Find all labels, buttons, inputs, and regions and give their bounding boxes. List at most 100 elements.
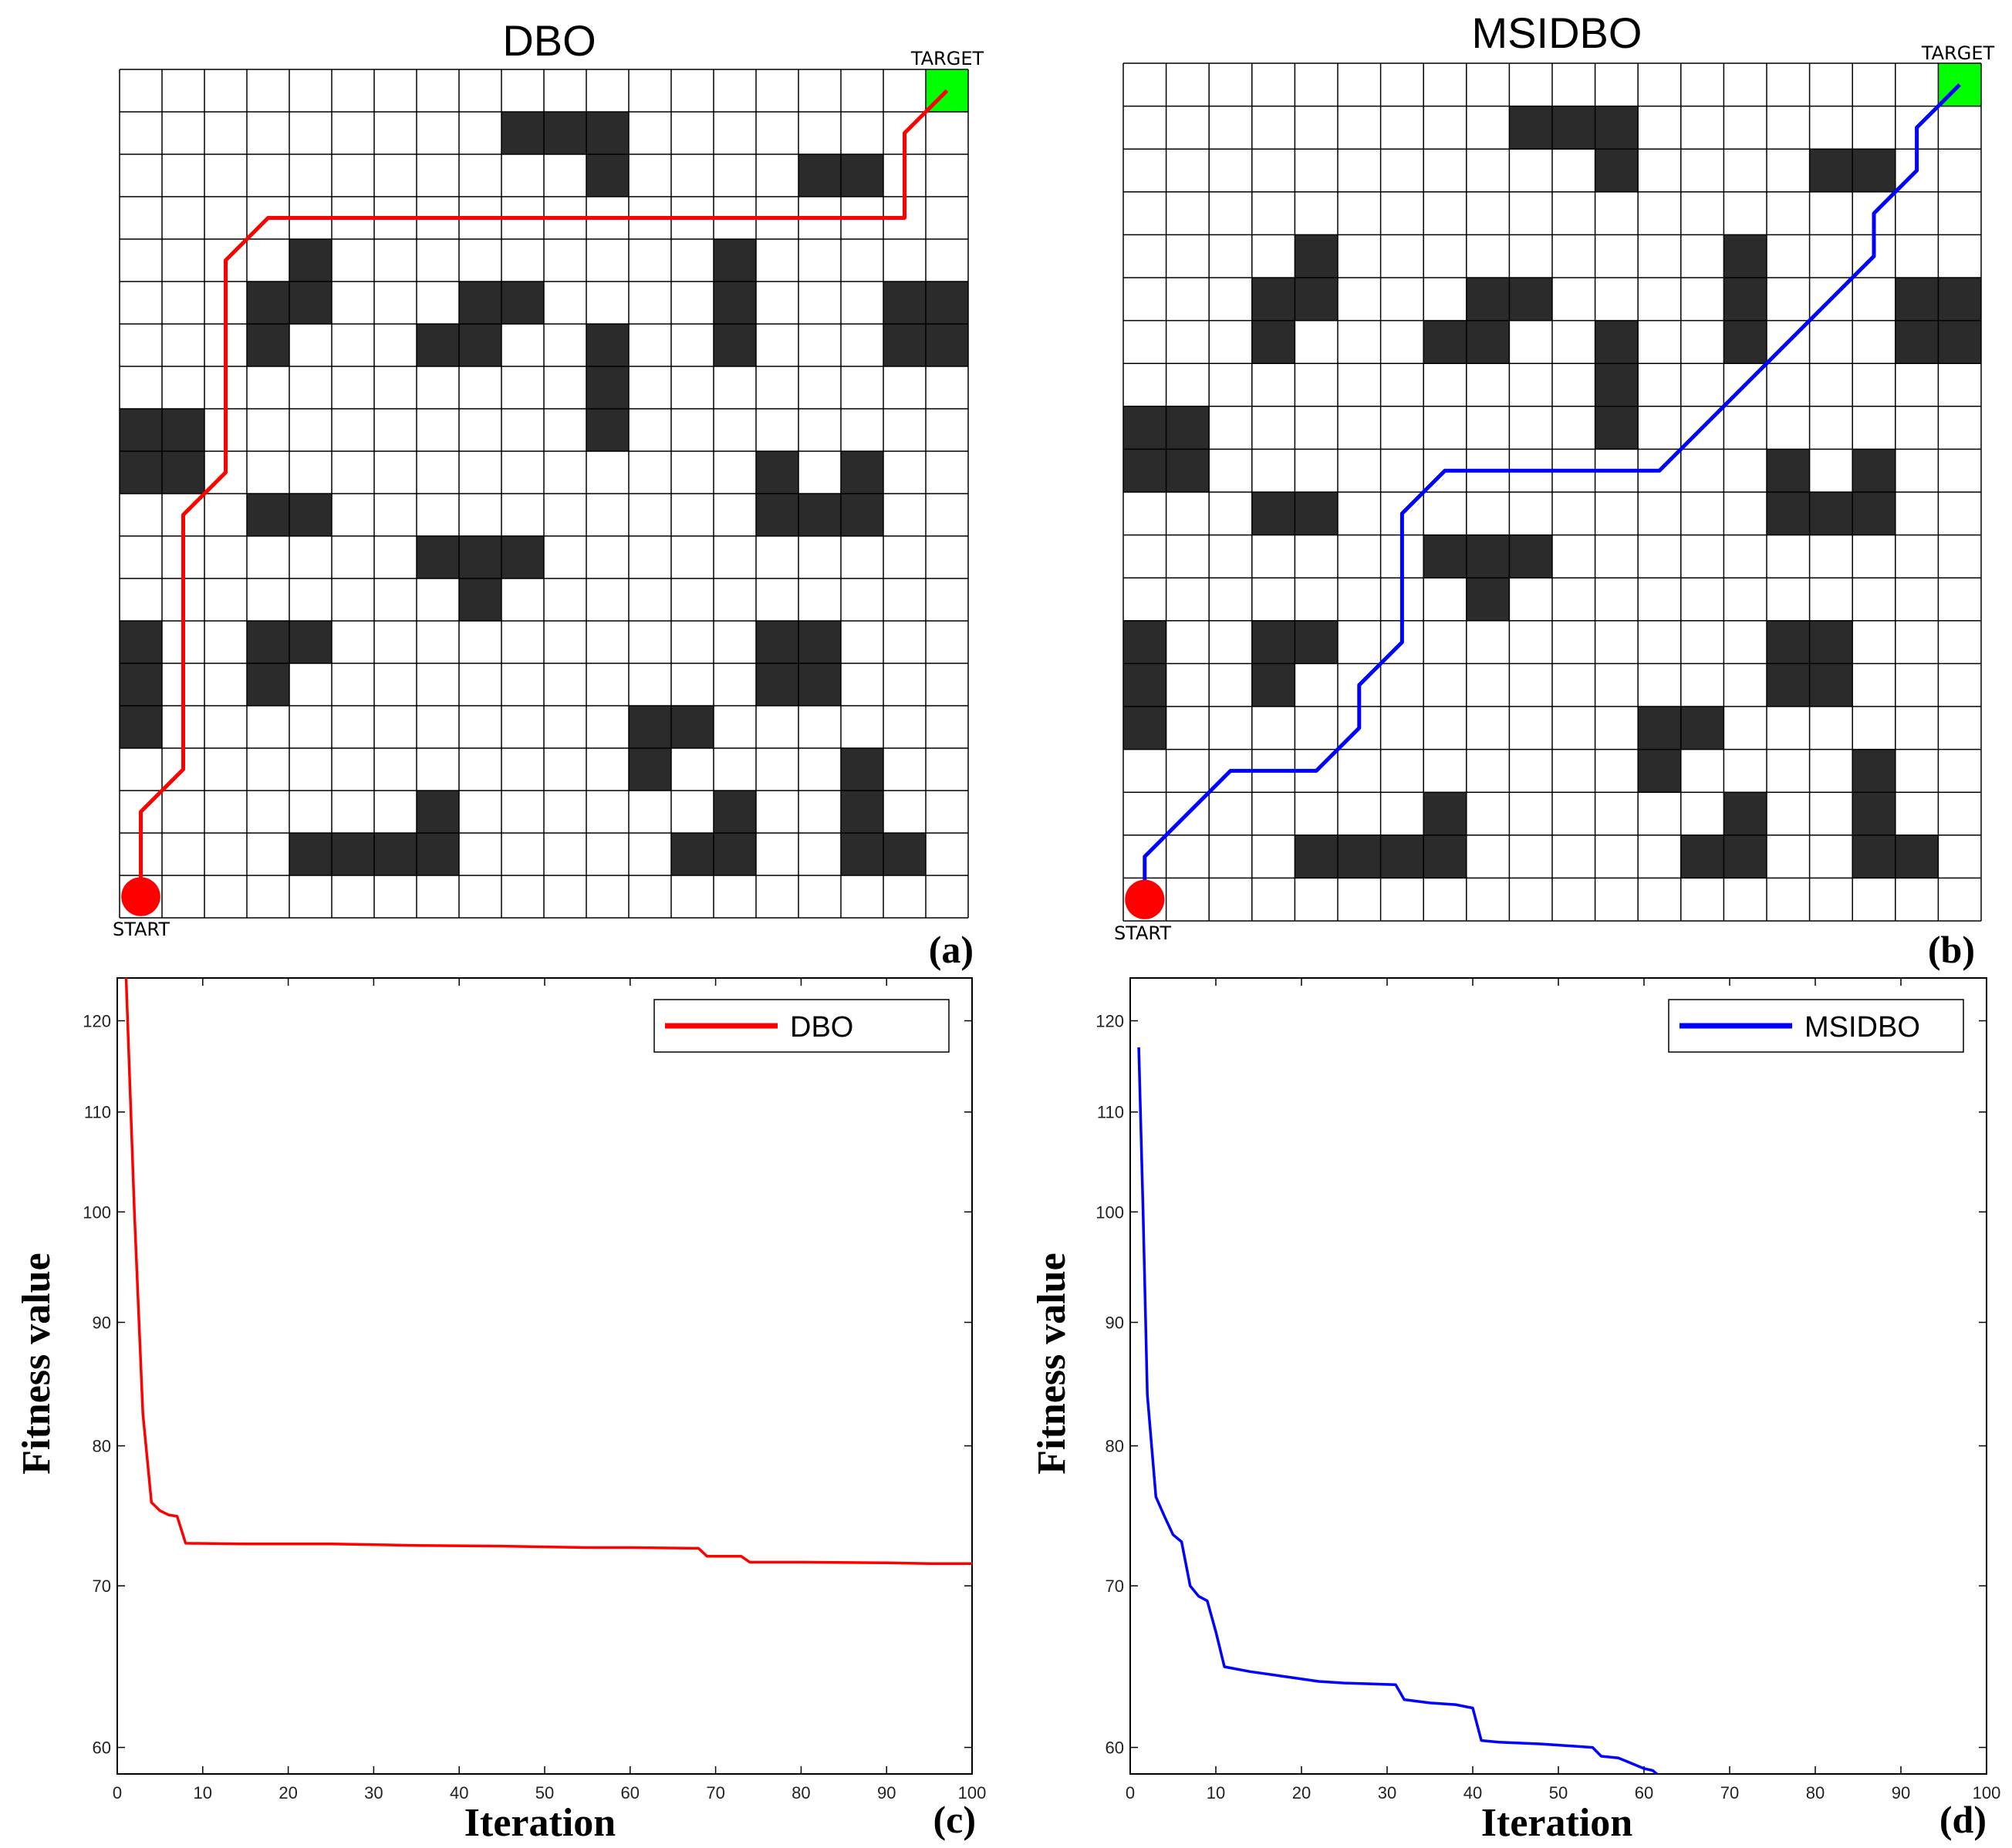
obstacle-cell — [247, 282, 289, 324]
obstacle-cell — [756, 663, 798, 706]
obstacle-cell — [1295, 620, 1338, 664]
x-tick-label: 10 — [1207, 1783, 1225, 1802]
x-tick-label: 10 — [194, 1783, 212, 1802]
obstacle-cell — [841, 154, 883, 197]
x-axis-title-d: Iteration — [1481, 1801, 1632, 1845]
x-tick-label: 100 — [958, 1783, 987, 1802]
panel-label-d: (d) — [1939, 1798, 1987, 1841]
obstacle-cell — [1123, 449, 1166, 492]
obstacle-cell — [586, 409, 629, 451]
obstacle-cell — [1723, 320, 1767, 364]
obstacle-cell — [417, 833, 459, 875]
grid-title-dbo: DBO — [502, 16, 596, 65]
obstacle-cell — [1767, 492, 1810, 535]
obstacle-cell — [798, 663, 841, 706]
obstacle-cell — [1466, 320, 1510, 364]
grid-title-msidbo: MSIDBO — [1472, 8, 1642, 57]
panel-d-msidbo-convergence: 0 10 20 30 40 50 60 70 80 90 100 60 70 80 90 100 110 120 M… — [1030, 977, 2000, 1845]
obstacle-cell — [586, 112, 629, 154]
obstacle-cell — [798, 621, 841, 663]
obstacle-cell — [1852, 149, 1896, 192]
x-tick-label: 60 — [621, 1783, 640, 1802]
x-tick-label: 50 — [535, 1783, 554, 1802]
x-tick-label: 90 — [1892, 1783, 1910, 1802]
obstacle-cell — [1852, 492, 1896, 535]
path-line — [1143, 83, 1961, 900]
obstacle-cell — [289, 239, 332, 282]
obstacle-cell — [247, 663, 289, 706]
y-tick-label: 90 — [93, 1313, 111, 1332]
obstacle-cell — [1723, 792, 1767, 835]
y-tick-label: 60 — [1106, 1738, 1124, 1758]
obstacle-cell — [120, 706, 162, 748]
obstacle-cell — [501, 536, 544, 578]
obstacle-cell — [841, 748, 883, 791]
obstacle-cell — [841, 494, 883, 536]
obstacle-cell — [1466, 535, 1510, 578]
obstacle-cell — [459, 536, 501, 578]
x-tick-label: 80 — [792, 1783, 810, 1802]
obstacle-cell — [756, 451, 798, 494]
obstacle-cell — [1295, 835, 1338, 878]
obstacle-cell — [1166, 449, 1210, 492]
obstacle-cell — [459, 324, 501, 366]
y-tick-label: 110 — [1097, 1103, 1124, 1122]
obstacle-cell — [1809, 149, 1853, 192]
obstacle-cell — [1423, 320, 1467, 364]
x-tick-label: 20 — [1292, 1783, 1311, 1802]
obstacle-cell — [544, 112, 586, 154]
obstacle-cell — [1251, 492, 1295, 535]
obstacle-cell — [1723, 835, 1767, 878]
obstacle-cell — [756, 621, 798, 663]
panel-label-c: (c) — [933, 1798, 977, 1841]
obstacle-cell — [798, 154, 841, 197]
obstacle-cell — [162, 451, 204, 494]
obstacle-cell — [883, 282, 926, 324]
x-tick-label: 20 — [279, 1783, 297, 1802]
x-tick-label: 70 — [1720, 1783, 1739, 1802]
panel-b-msidbo-grid: MSIDBO TARGET START (b) — [1114, 8, 1995, 971]
obstacle-cell — [1595, 406, 1639, 450]
x-tick-label: 40 — [1463, 1783, 1482, 1802]
obstacle-cell — [629, 748, 671, 791]
obstacle-cell — [714, 791, 756, 833]
y-axis-title-c: Fitness value — [15, 1253, 59, 1474]
target-label-b: TARGET — [1921, 42, 1995, 64]
obstacle-cell — [247, 494, 289, 536]
obstacle-cell — [332, 833, 374, 875]
panel-label-a: (a) — [929, 928, 974, 971]
obstacle-cell — [1380, 835, 1424, 878]
legend-label: DBO — [790, 1011, 853, 1044]
obstacle-cell — [883, 833, 926, 875]
obstacle-cell — [841, 833, 883, 875]
y-tick-label: 100 — [83, 1202, 111, 1222]
x-tick-label: 50 — [1549, 1783, 1568, 1802]
series-line-msidbo — [1137, 1047, 1659, 1774]
obstacle-cell — [1423, 792, 1467, 835]
obstacle-cell — [1295, 234, 1338, 278]
obstacle-cell — [586, 154, 629, 197]
obstacle-cell — [1251, 320, 1295, 364]
obstacle-cell — [1680, 706, 1724, 750]
obstacle-cell — [1423, 835, 1467, 878]
obstacle-cell — [671, 833, 714, 875]
y-tick-label: 80 — [1106, 1437, 1124, 1456]
obstacle-cell — [1767, 449, 1810, 492]
obstacle-cell — [841, 791, 883, 833]
obstacle-cell — [1595, 320, 1639, 364]
obstacle-cell — [289, 494, 332, 536]
start-marker — [121, 877, 160, 916]
obstacle-cell — [1809, 663, 1853, 706]
obstacle-cell — [1295, 492, 1338, 535]
obstacle-cell — [1723, 278, 1767, 321]
start-marker — [1125, 879, 1165, 919]
panel-c-dbo-convergence: 0 10 20 30 40 50 60 70 80 90 100 60 70 80 90 100 110 120 D… — [15, 977, 987, 1845]
obstacle-cell — [1123, 406, 1166, 450]
plot-area-c: 0 10 20 30 40 50 60 70 80 90 100 60 70 80 90 100 110 120 D… — [83, 977, 987, 1802]
obstacle-cell — [1595, 106, 1639, 150]
x-tick-label: 60 — [1635, 1783, 1653, 1802]
obstacle-cell — [1809, 492, 1853, 535]
obstacle-cell — [459, 282, 501, 324]
obstacle-cell — [1251, 663, 1295, 706]
obstacle-cell — [289, 621, 332, 663]
